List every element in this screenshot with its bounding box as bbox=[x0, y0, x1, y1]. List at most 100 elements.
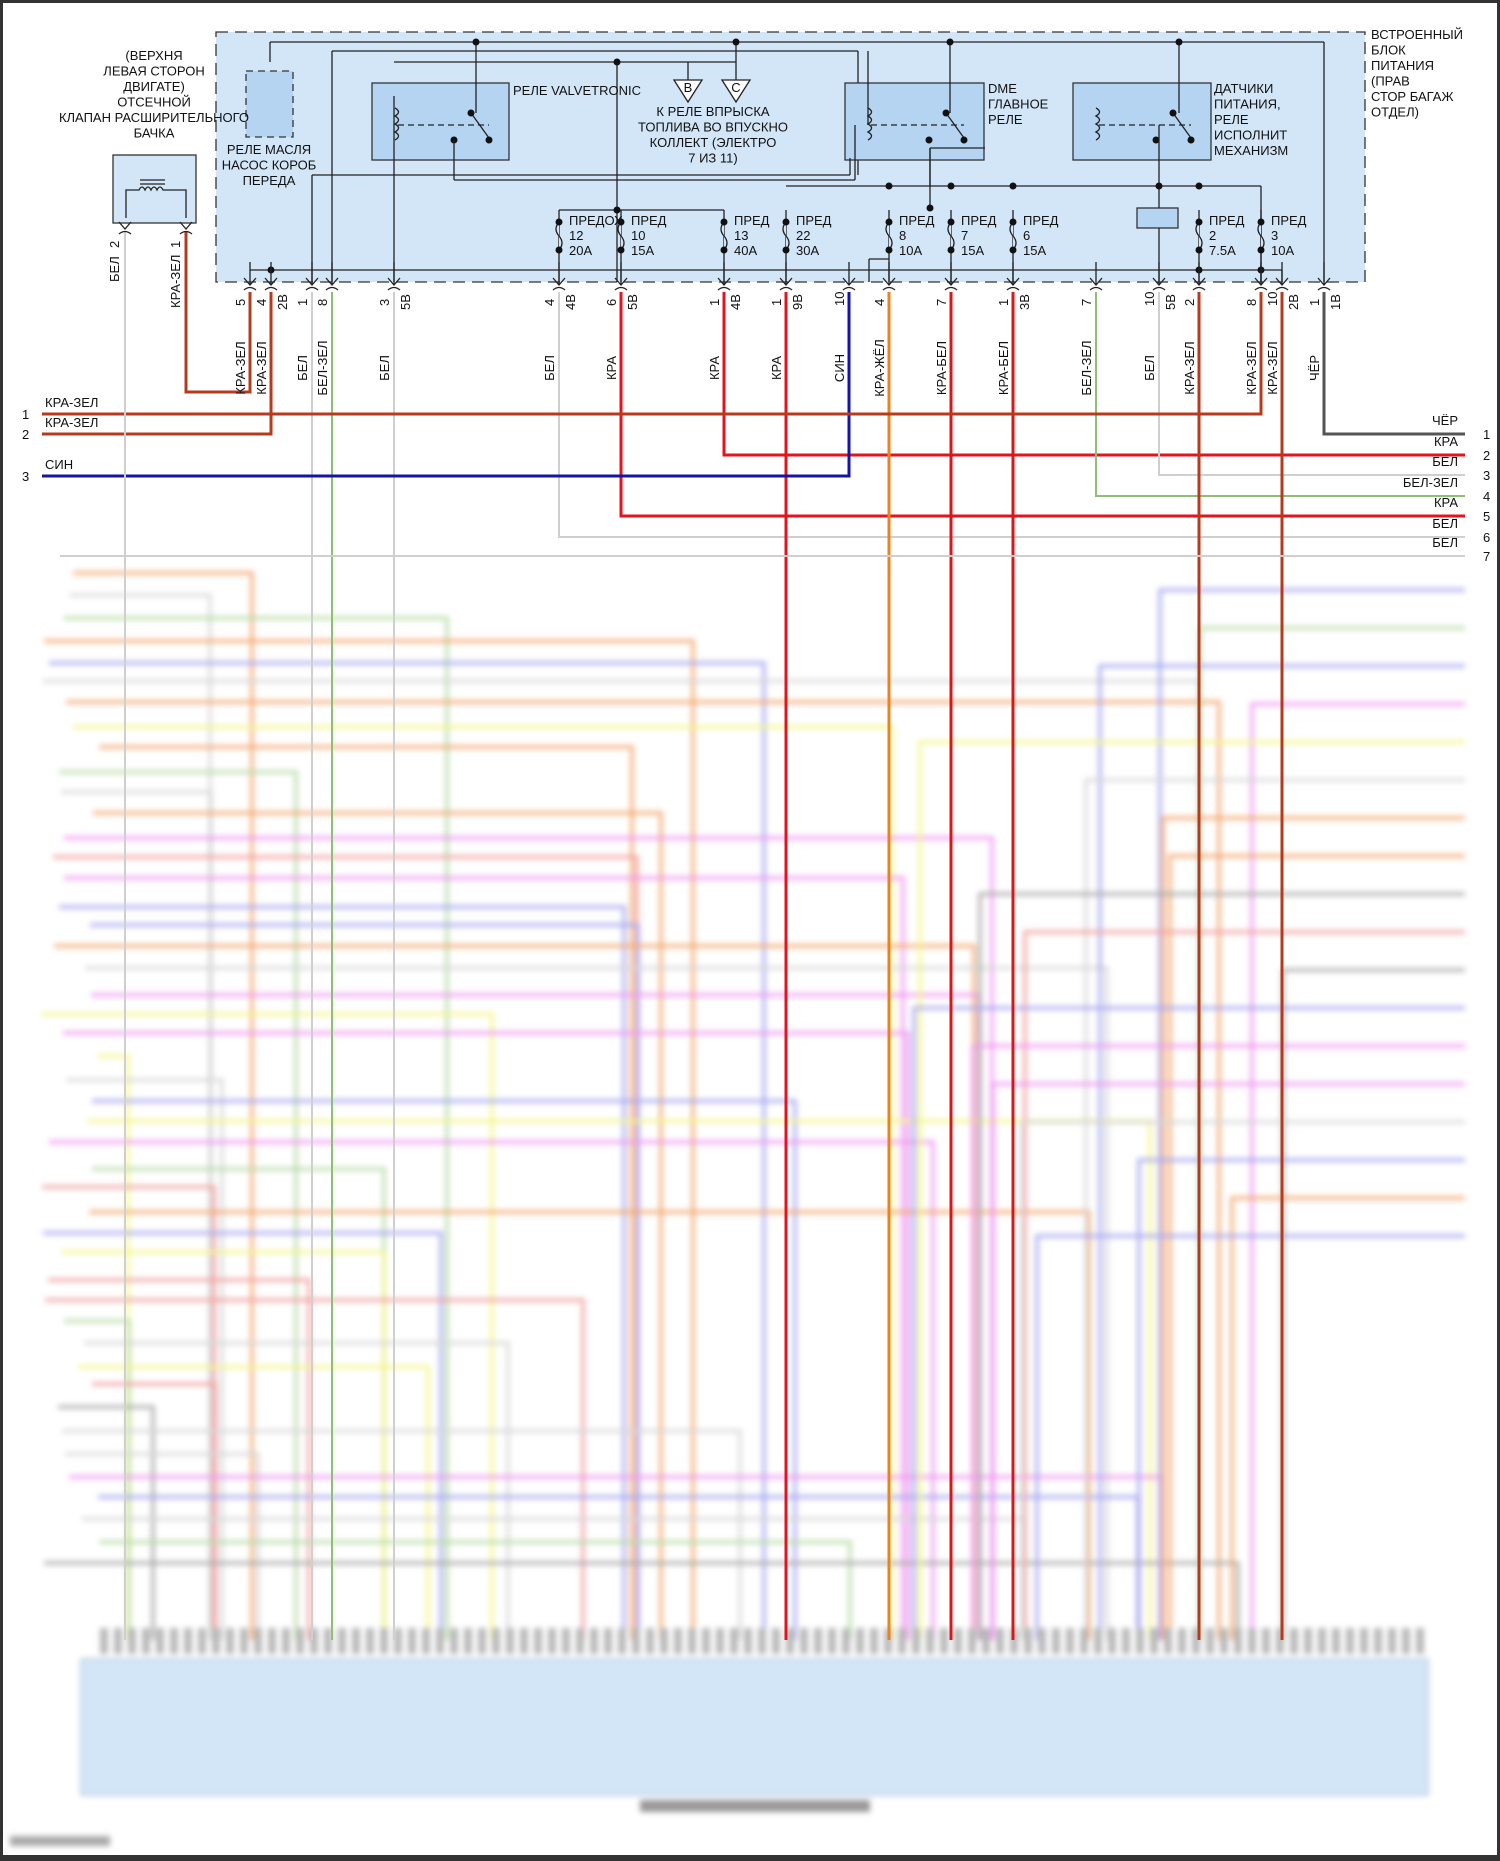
connector-block-id: 2В bbox=[1286, 294, 1301, 310]
junction-dot bbox=[885, 182, 893, 190]
blurred-wire bbox=[92, 1382, 217, 1640]
blurred-pin bbox=[590, 1628, 598, 1654]
junction-dot bbox=[1257, 218, 1265, 226]
dme-relay-label: РЕЛЕ bbox=[988, 112, 1023, 127]
harness-pin-number: 1 bbox=[22, 407, 29, 422]
fuse-label: 10 bbox=[631, 228, 645, 243]
junction-dot bbox=[1175, 38, 1183, 46]
power-block-title: (ПРАВ bbox=[1371, 74, 1410, 89]
blurred-pin bbox=[842, 1628, 850, 1654]
blurred-wire bbox=[49, 1140, 935, 1640]
blurred-pin bbox=[534, 1628, 542, 1654]
wires bbox=[42, 232, 1465, 1640]
harness-wire-label: ЧЁР bbox=[1432, 413, 1458, 428]
blurred-wire bbox=[64, 1319, 131, 1640]
connector-terminal-icon bbox=[325, 277, 339, 291]
junction-dot bbox=[613, 206, 621, 214]
solenoid-title: БАЧКА bbox=[134, 126, 175, 141]
blurred-pin bbox=[464, 1628, 472, 1654]
junction-dot bbox=[613, 58, 621, 66]
oil-pump-relay bbox=[245, 70, 294, 138]
blurred-pin bbox=[604, 1628, 612, 1654]
blurred-pin bbox=[618, 1628, 626, 1654]
connector-block-id: 9В bbox=[790, 294, 805, 310]
connector-block-id: 2В bbox=[275, 294, 290, 310]
blurred-wire bbox=[978, 892, 1465, 1640]
blurred-pin bbox=[492, 1628, 500, 1654]
coil-icon bbox=[1094, 107, 1101, 141]
junction-dot bbox=[1195, 218, 1203, 226]
injection-relay-reference: ТОПЛИВА ВО ВПУСКНО bbox=[638, 120, 788, 135]
harness-wire-label: КРА bbox=[1434, 434, 1458, 449]
wire-color-label: БЕЛ bbox=[542, 355, 557, 381]
sensor-relay-label: ИСПОЛНИТ bbox=[1214, 128, 1287, 143]
blurred-pin bbox=[870, 1628, 878, 1654]
harness-wire-label: СИН bbox=[45, 457, 73, 472]
blurred-pin bbox=[856, 1628, 864, 1654]
blurred-wire bbox=[49, 661, 766, 1640]
harness-wire-label: БЕЛ bbox=[1432, 535, 1458, 550]
blurred-wire bbox=[62, 1429, 742, 1640]
fuse-label: ПРЕД bbox=[1209, 213, 1245, 228]
blurred-wire bbox=[61, 1250, 386, 1640]
blurred-wire bbox=[48, 1278, 311, 1640]
fuse-label: 10A bbox=[1271, 243, 1294, 258]
fuse-label: ПРЕД bbox=[961, 213, 997, 228]
connector-block-id: 4В bbox=[728, 294, 743, 310]
junction-dot bbox=[1009, 246, 1017, 254]
fuse-label: 10A bbox=[899, 243, 922, 258]
wire-color-label: КРА-ЗЕЛ bbox=[1265, 341, 1280, 394]
connector-pin-number: 4 bbox=[254, 299, 269, 306]
connector-pin-number: 10 bbox=[1265, 292, 1280, 306]
blurred-pin bbox=[156, 1628, 164, 1654]
junction-dot bbox=[1009, 182, 1017, 190]
wire-СИН bbox=[42, 292, 851, 478]
connector-terminal-icon bbox=[1275, 277, 1289, 291]
wire-color-label: КРА-ЗЕЛ bbox=[233, 341, 248, 394]
connector-pin-number: 10 bbox=[832, 292, 847, 306]
blurred-ecu-block bbox=[80, 1658, 1429, 1796]
blurred-wire bbox=[1250, 702, 1465, 1640]
valvetronic-relay-label: РЕЛЕ VALVETRONIC bbox=[513, 83, 641, 98]
blurred-pin bbox=[1318, 1628, 1326, 1654]
blurred-pin bbox=[184, 1628, 192, 1654]
blurred-wire bbox=[991, 1082, 1465, 1640]
wire-КРА-ЗЕЛ bbox=[42, 292, 1263, 416]
blurred-pin bbox=[940, 1628, 948, 1654]
blurred-wire bbox=[59, 905, 626, 1640]
wire-color-label: КРА bbox=[769, 356, 784, 380]
solenoid-title: (ВЕРХНЯ bbox=[125, 48, 182, 63]
blurred-pin bbox=[338, 1628, 346, 1654]
blurred-pin bbox=[1178, 1628, 1186, 1654]
blurred-pin bbox=[968, 1628, 976, 1654]
blurred-pin bbox=[1262, 1628, 1270, 1654]
blurred-pin bbox=[1122, 1628, 1130, 1654]
blurred-wire bbox=[63, 1031, 910, 1640]
fuse-label: 12 bbox=[569, 228, 583, 243]
junction-dot bbox=[1155, 182, 1163, 190]
blurred-pin bbox=[1248, 1628, 1256, 1654]
wire-color-label: БЕЛ bbox=[295, 355, 310, 381]
connector-pin-number: 8 bbox=[1244, 299, 1259, 306]
sensor-relay-label: МЕХАНИЗМ bbox=[1214, 143, 1288, 158]
blurred-pin bbox=[1304, 1628, 1312, 1654]
connector-terminal-icon bbox=[243, 277, 257, 291]
blurred-wire bbox=[92, 1167, 386, 1640]
solenoid-pin-number: 2 bbox=[107, 241, 122, 248]
blurred-pin bbox=[744, 1628, 752, 1654]
junction-dot bbox=[617, 218, 625, 226]
fuse-label: ПРЕД bbox=[796, 213, 832, 228]
blurred-pin bbox=[212, 1628, 220, 1654]
blurred-wire bbox=[89, 1210, 1091, 1640]
fuse-label: ПРЕД bbox=[631, 213, 667, 228]
blurred-wire bbox=[65, 1452, 260, 1640]
fuse-label: 7 bbox=[961, 228, 968, 243]
junction-dot bbox=[946, 38, 954, 46]
wire-КРА bbox=[722, 292, 1465, 457]
junction-dot bbox=[885, 246, 893, 254]
connector-block-id: 4В bbox=[563, 294, 578, 310]
fuse-label: 30A bbox=[796, 243, 819, 258]
fuse-label: 2 bbox=[1209, 228, 1216, 243]
blurred-wire bbox=[1161, 816, 1465, 1640]
